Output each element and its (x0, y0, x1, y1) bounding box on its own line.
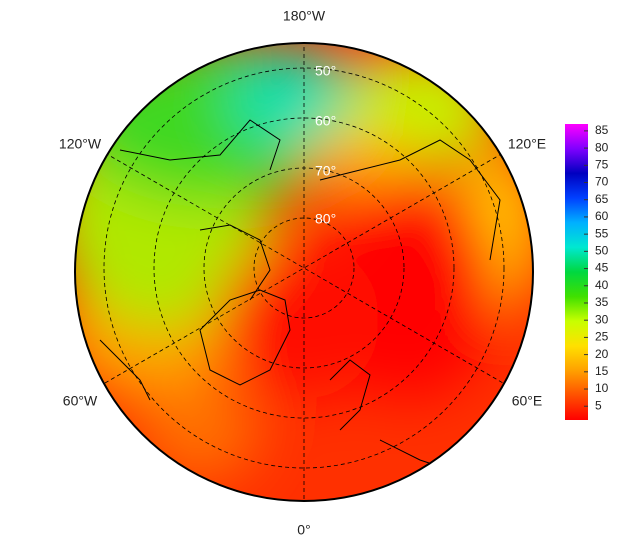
colorbar-tick-label: 50 (595, 244, 609, 258)
lat-label: 60° (315, 113, 336, 129)
colorbar-tick-label: 25 (595, 330, 609, 344)
lat-label: 70° (315, 163, 336, 179)
lon-label: 120°W (59, 136, 102, 152)
colorbar-tick-label: 80 (595, 140, 609, 154)
colorbar-tick-label: 75 (595, 157, 609, 171)
colorbar-tick-label: 55 (595, 226, 609, 240)
colorbar-tick-label: 5 (595, 398, 602, 412)
colorbar-tick-label: 20 (595, 347, 609, 361)
colorbar-tick-label: 15 (595, 364, 609, 378)
colorbar-tick-label: 65 (595, 192, 609, 206)
coastlines (99, 119, 501, 471)
colorbar-tick-label: 10 (595, 381, 609, 395)
lon-label: 0° (297, 522, 310, 538)
map-border (74, 42, 534, 502)
colorbar-tick-label: 60 (595, 209, 609, 223)
colorbar-tick-label: 40 (595, 278, 609, 292)
colorbar-tick-label: 45 (595, 261, 609, 275)
colorbar-tick-label: 70 (595, 175, 609, 189)
lon-label: 60°E (512, 393, 543, 409)
colorbar-tick-label: 35 (595, 295, 609, 309)
lat-label: 50° (315, 63, 336, 79)
lon-label: 60°W (63, 393, 98, 409)
lat-label: 80° (315, 211, 336, 227)
colorbar (565, 124, 588, 420)
lon-label: 180°W (283, 8, 326, 24)
colorbar-tick-label: 85 (595, 123, 609, 137)
colorbar-tick-label: 30 (595, 312, 609, 326)
lon-label: 120°E (508, 136, 546, 152)
graticule (103, 43, 505, 501)
